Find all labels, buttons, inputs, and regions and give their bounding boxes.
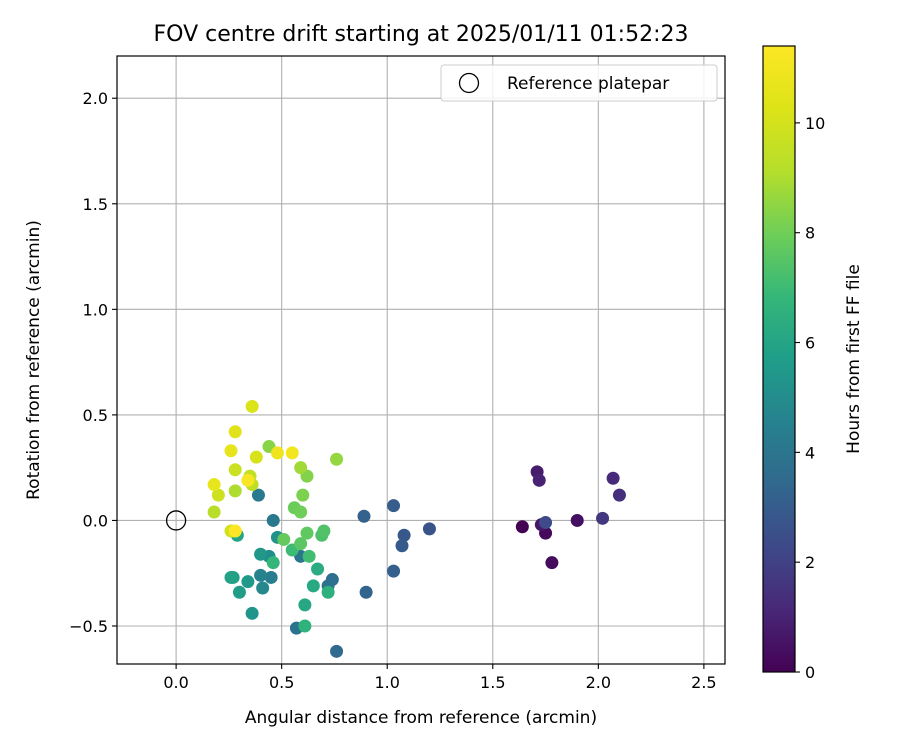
data-point <box>302 549 316 563</box>
reference-platepar-marker <box>165 510 187 531</box>
colorbar-tick-label: 2 <box>805 553 815 572</box>
data-point <box>254 547 268 561</box>
data-point <box>249 450 263 464</box>
data-point <box>228 425 242 439</box>
scatter-points <box>207 399 626 658</box>
data-point <box>207 505 221 519</box>
y-axis-label: Rotation from reference (arcmin) <box>24 220 44 500</box>
data-point <box>359 585 373 599</box>
data-point <box>606 471 620 485</box>
data-point <box>330 644 344 658</box>
data-point <box>241 575 255 589</box>
colorbar <box>762 45 796 673</box>
y-tick-label: 0.0 <box>83 511 108 530</box>
data-point <box>387 564 401 578</box>
data-point <box>207 478 221 492</box>
colorbar-tick-label: 6 <box>805 334 815 353</box>
data-point <box>298 619 312 633</box>
data-point <box>298 598 312 612</box>
y-tick-label: 1.0 <box>83 300 108 319</box>
x-tick-label: 2.0 <box>586 673 611 692</box>
colorbar-tick-label: 4 <box>805 443 815 462</box>
data-point <box>306 579 320 593</box>
data-point <box>612 488 626 502</box>
data-point <box>211 488 225 502</box>
legend: Reference platepar <box>440 64 718 102</box>
data-point <box>397 528 411 542</box>
data-point <box>294 461 308 475</box>
data-point <box>245 399 259 413</box>
y-tick-label: 2.0 <box>83 89 108 108</box>
y-tick-label: 0.5 <box>83 406 108 425</box>
y-tick-label: 1.5 <box>83 195 108 214</box>
x-axis-ticks: 0.0 0.5 1.0 1.5 2.0 2.5 <box>163 664 717 692</box>
data-point <box>294 505 308 519</box>
data-point <box>532 473 546 487</box>
data-point <box>515 520 529 534</box>
data-point <box>228 524 242 538</box>
data-point <box>277 532 291 546</box>
data-point <box>285 446 299 460</box>
data-point <box>224 570 238 584</box>
data-point <box>294 537 308 551</box>
x-tick-label: 0.0 <box>163 673 188 692</box>
plot-frame <box>116 55 726 665</box>
grid-lines <box>117 56 725 664</box>
data-point <box>270 446 284 460</box>
legend-label-reference: Reference platepar <box>507 74 669 94</box>
y-tick-label: −0.5 <box>69 617 108 636</box>
x-tick-label: 2.5 <box>691 673 716 692</box>
data-point <box>251 488 265 502</box>
data-point <box>228 463 242 477</box>
x-tick-label: 0.5 <box>269 673 294 692</box>
data-point <box>296 488 310 502</box>
x-tick-label: 1.5 <box>480 673 505 692</box>
data-point <box>357 509 371 523</box>
data-point <box>596 511 610 525</box>
legend-box <box>440 64 718 102</box>
data-point <box>224 444 238 458</box>
data-point <box>256 581 270 595</box>
colorbar-tick-label: 0 <box>805 663 815 682</box>
data-point <box>241 473 255 487</box>
data-point <box>387 499 401 513</box>
data-point <box>228 484 242 498</box>
y-axis-ticks: −0.5 0.0 0.5 1.0 1.5 2.0 <box>69 89 117 636</box>
data-point <box>539 516 553 530</box>
data-point <box>232 585 246 599</box>
chart-title: FOV centre drift starting at 2025/01/11 … <box>154 22 689 47</box>
data-point <box>254 568 268 582</box>
data-point <box>545 556 559 570</box>
colorbar-ticks: 0 2 4 6 8 10 <box>795 114 825 682</box>
data-point <box>266 556 280 570</box>
data-point <box>264 570 278 584</box>
data-point <box>422 522 436 536</box>
colorbar-tick-label: 8 <box>805 224 815 243</box>
data-point <box>570 513 584 527</box>
data-point <box>395 539 409 553</box>
data-point <box>266 513 280 527</box>
data-point <box>311 562 325 576</box>
colorbar-tick-label: 10 <box>805 114 825 133</box>
data-point <box>245 606 259 620</box>
x-tick-label: 1.0 <box>374 673 399 692</box>
colorbar-label: Hours from first FF file <box>844 264 864 454</box>
data-point <box>317 524 331 538</box>
data-point <box>330 452 344 466</box>
reference-marker-group <box>165 510 187 531</box>
x-axis-label: Angular distance from reference (arcmin) <box>245 708 597 728</box>
legend-reference-marker <box>458 72 480 94</box>
data-point <box>300 526 314 540</box>
data-point <box>321 585 335 599</box>
